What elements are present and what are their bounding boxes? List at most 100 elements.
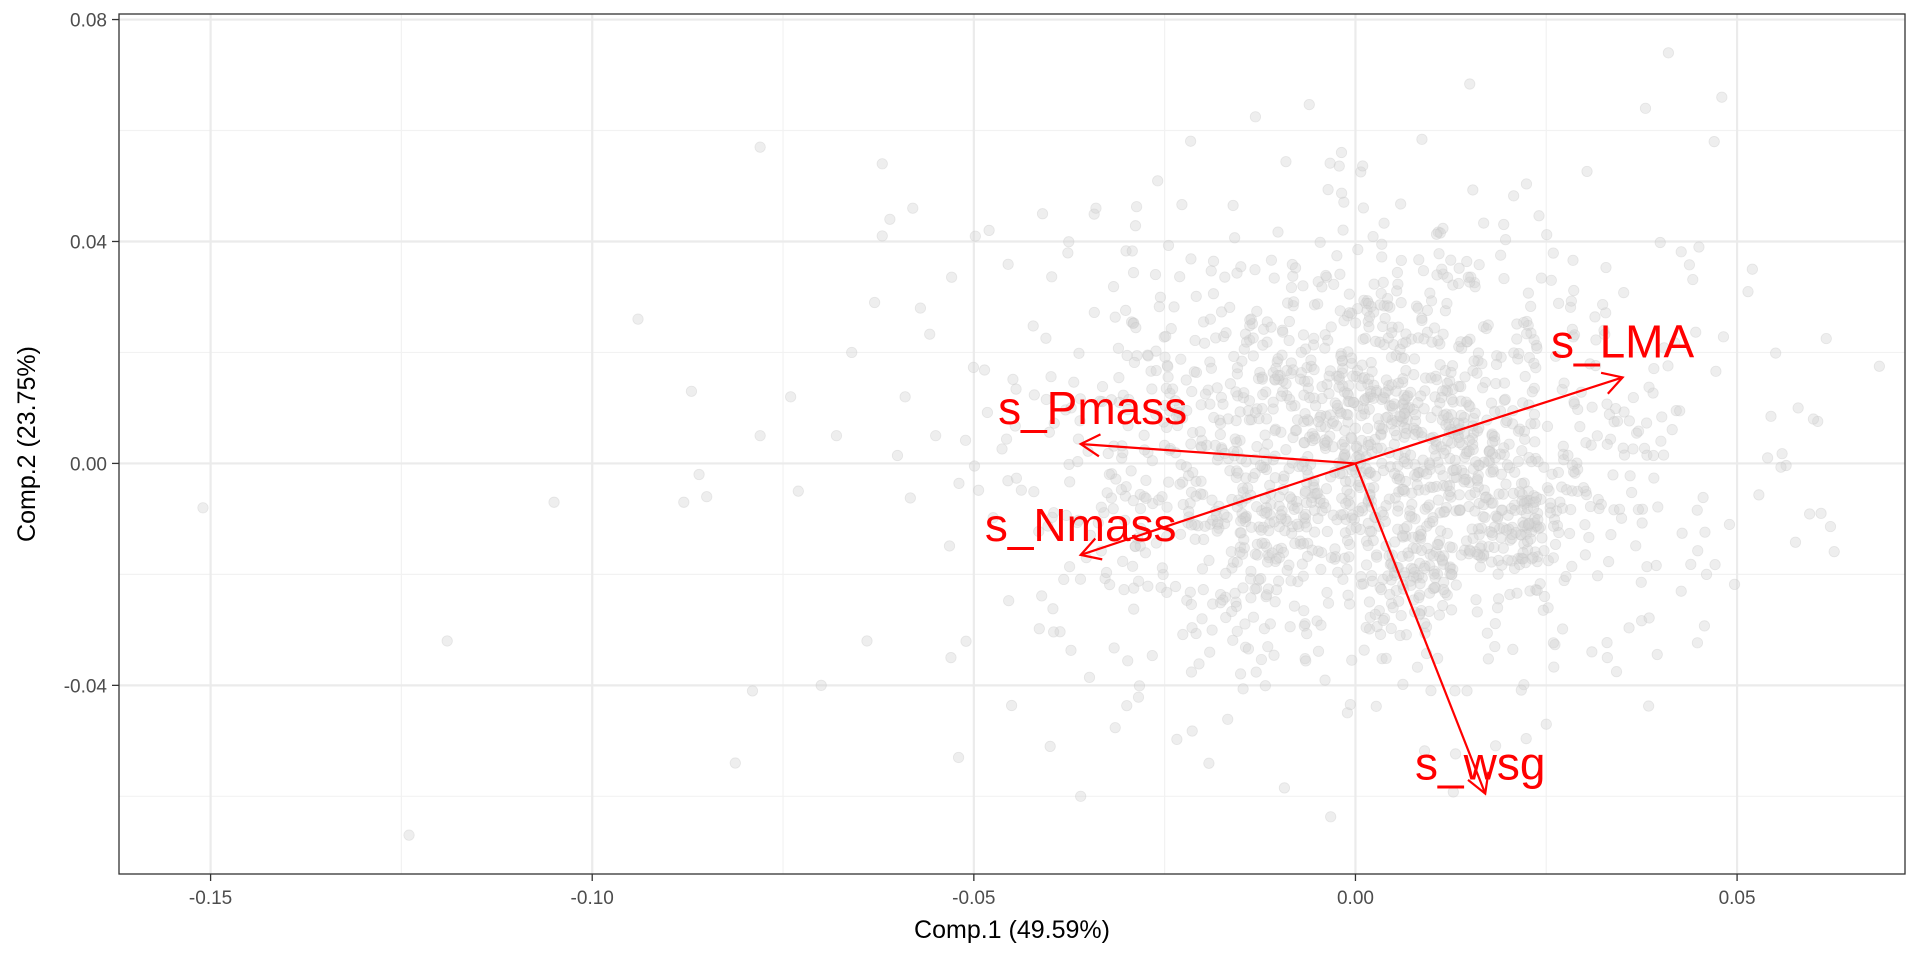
- data-point: [1469, 407, 1481, 419]
- data-point: [1487, 466, 1500, 478]
- data-point: [1238, 387, 1250, 399]
- data-point: [1190, 475, 1202, 487]
- data-point: [1443, 418, 1455, 431]
- data-point: [1438, 576, 1450, 588]
- data-point: [1452, 431, 1465, 443]
- data-point: [1312, 645, 1325, 657]
- data-point: [1461, 446, 1473, 458]
- data-point: [914, 302, 927, 314]
- data-point: [1394, 343, 1406, 355]
- data-point: [1267, 396, 1279, 408]
- data-point: [1380, 500, 1392, 512]
- data-point: [1155, 581, 1167, 594]
- data-point: [1429, 582, 1441, 594]
- data-point: [1558, 574, 1570, 587]
- data-point: [891, 449, 904, 462]
- data-point: [1196, 563, 1209, 575]
- data-point: [1392, 278, 1404, 290]
- data-point: [1418, 562, 1430, 574]
- data-point: [1277, 326, 1289, 338]
- data-point: [1428, 322, 1441, 334]
- data-point: [1489, 618, 1501, 630]
- data-point: [1239, 511, 1251, 524]
- data-point: [1486, 526, 1498, 539]
- data-point: [1282, 297, 1294, 309]
- data-point: [1335, 348, 1347, 360]
- data-point: [1405, 579, 1417, 591]
- data-point: [1541, 420, 1554, 432]
- data-point: [1128, 582, 1140, 594]
- data-point: [1498, 377, 1511, 389]
- data-point: [1461, 336, 1473, 348]
- data-point: [1303, 431, 1316, 443]
- data-point: [1608, 504, 1620, 516]
- data-point: [1072, 514, 1085, 526]
- data-point: [1441, 480, 1453, 492]
- data-point: [1320, 410, 1332, 422]
- data-point: [1253, 413, 1265, 425]
- data-point: [1246, 318, 1259, 330]
- data-point: [1446, 437, 1458, 449]
- data-point: [1709, 559, 1721, 571]
- data-point: [1146, 649, 1158, 662]
- data-point: [1397, 373, 1409, 385]
- data-point: [1420, 621, 1433, 633]
- data-point: [1150, 408, 1162, 420]
- data-point: [1312, 298, 1324, 310]
- data-point: [1401, 520, 1413, 533]
- data-point: [1529, 418, 1541, 430]
- data-point: [1512, 353, 1524, 365]
- data-point: [1231, 556, 1243, 568]
- data-point: [1444, 561, 1456, 573]
- data-point: [1231, 362, 1244, 374]
- data-point: [1329, 553, 1341, 565]
- data-point: [1492, 511, 1504, 523]
- data-point: [1357, 333, 1369, 345]
- data-point: [1251, 441, 1263, 453]
- data-point: [1382, 332, 1394, 344]
- data-point: [1402, 547, 1414, 559]
- data-point: [1535, 493, 1547, 505]
- data-point: [1532, 551, 1544, 563]
- data-point: [1331, 399, 1343, 411]
- data-point: [1641, 561, 1653, 573]
- data-point: [1174, 271, 1186, 283]
- data-point: [1357, 202, 1369, 214]
- data-point: [1398, 389, 1410, 401]
- data-point: [1432, 456, 1444, 468]
- data-point: [1291, 414, 1304, 426]
- data-point: [1497, 488, 1509, 500]
- data-point: [1253, 574, 1265, 586]
- data-point: [945, 652, 957, 664]
- data-point: [1467, 438, 1479, 451]
- data-point: [1343, 598, 1356, 610]
- data-point: [1284, 491, 1296, 503]
- data-point: [1385, 622, 1397, 635]
- data-point: [1336, 187, 1348, 199]
- data-point: [1485, 466, 1497, 478]
- data-point: [1541, 482, 1554, 494]
- data-point: [1117, 389, 1129, 401]
- data-point: [1464, 401, 1476, 413]
- data-point: [1267, 403, 1279, 415]
- data-point: [1407, 403, 1420, 416]
- data-point: [1259, 537, 1271, 550]
- data-point: [1336, 355, 1348, 367]
- data-point: [1170, 410, 1183, 422]
- data-point: [1197, 316, 1210, 328]
- data-point: [1301, 464, 1313, 476]
- data-point: [1421, 304, 1434, 317]
- data-point: [1206, 624, 1218, 636]
- data-point: [1515, 504, 1528, 516]
- data-point: [1356, 359, 1368, 371]
- data-point: [1120, 304, 1132, 316]
- data-point: [1424, 463, 1436, 476]
- data-point: [1331, 514, 1343, 526]
- data-point: [1699, 526, 1711, 538]
- data-point: [1384, 588, 1396, 601]
- data-point: [1312, 545, 1324, 557]
- data-point: [1264, 479, 1276, 491]
- data-point: [1524, 495, 1536, 507]
- data-point: [1567, 254, 1579, 266]
- data-point: [1468, 355, 1480, 367]
